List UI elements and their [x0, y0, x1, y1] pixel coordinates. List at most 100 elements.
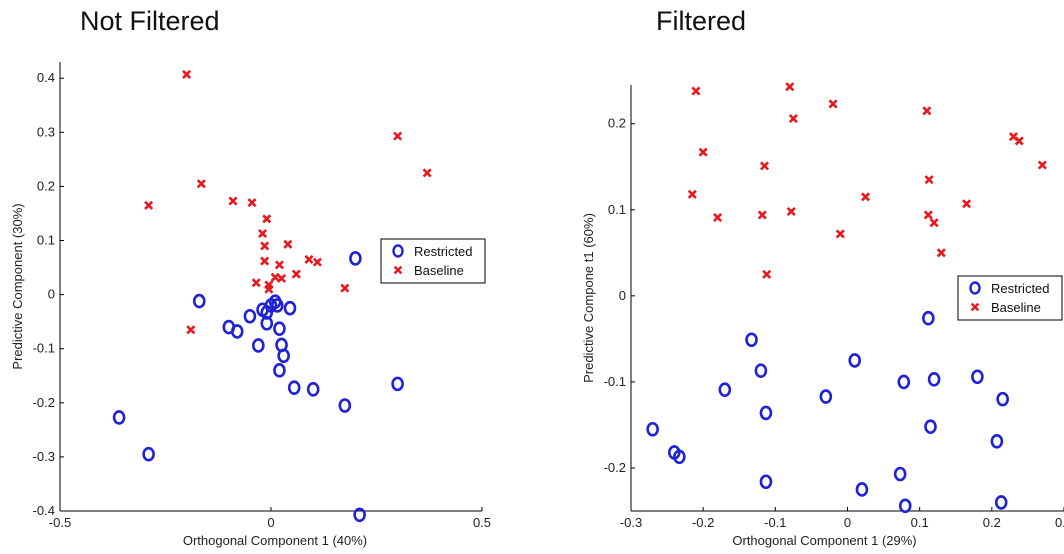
- x-tick-label: 0.3: [1055, 515, 1064, 530]
- baseline-point: [835, 229, 845, 239]
- y-tick-label: -0.4: [33, 503, 55, 518]
- baseline-point: [929, 218, 939, 228]
- restricted-point: [273, 363, 286, 378]
- y-tick-label: 0.2: [37, 178, 55, 193]
- restricted-point: [994, 495, 1008, 510]
- baseline-point: [422, 168, 432, 178]
- baseline-point: [260, 256, 270, 266]
- x-tick-label: 0.2: [983, 515, 1001, 530]
- left-chart-title: Not Filtered: [80, 6, 220, 36]
- baseline-point: [144, 200, 154, 210]
- baseline-point: [861, 192, 871, 202]
- restricted-point: [922, 310, 935, 326]
- baseline-point: [1014, 136, 1024, 146]
- y-tick-label: -0.2: [33, 395, 55, 410]
- y-tick-label: 0.1: [37, 233, 55, 248]
- x-tick-label: 0: [267, 515, 274, 530]
- baseline-point: [277, 273, 287, 283]
- y-tick-label: 0: [48, 287, 55, 302]
- baseline-point: [228, 196, 238, 206]
- baseline-point: [698, 147, 708, 157]
- x-tick-label: 0.5: [473, 515, 491, 530]
- baseline-point: [713, 213, 723, 223]
- restricted-point: [287, 380, 301, 395]
- restricted-point: [277, 348, 290, 364]
- baseline-point: [687, 189, 697, 199]
- legend: Restricted Baseline: [957, 275, 1063, 321]
- baseline-point: [762, 269, 772, 279]
- legend-marker-baseline: [393, 265, 403, 275]
- baseline-point: [258, 228, 268, 239]
- y-tick-label: -0.1: [604, 374, 626, 389]
- restricted-point: [745, 332, 758, 348]
- legend-label-baseline: Baseline: [414, 263, 464, 278]
- right-chart: -0.3 -0.2 -0.1 0 0.1 0.2 0.3 -0.2 -0.1 0 0.1 0.2 Ort…: [581, 82, 1064, 548]
- restricted-point: [391, 376, 404, 392]
- baseline-point: [270, 272, 280, 282]
- restricted-point: [924, 419, 937, 434]
- restricted-point: [996, 391, 1009, 407]
- restricted-point: [759, 474, 773, 490]
- baseline-point: [1037, 160, 1047, 170]
- restricted-point: [927, 372, 941, 387]
- restricted-point: [754, 363, 768, 379]
- baseline-point: [340, 283, 350, 293]
- restricted-point: [759, 405, 773, 421]
- y-tick-label: 0.3: [37, 124, 55, 139]
- y-tick-label: 0.2: [608, 116, 626, 131]
- y-tick-label: -0.2: [604, 460, 626, 475]
- baseline-point: [759, 161, 770, 171]
- restricted-point: [855, 482, 869, 497]
- restricted-point: [142, 446, 155, 462]
- legend-marker-baseline: [970, 302, 980, 312]
- restricted-point: [338, 398, 352, 413]
- x-tick-label: -0.3: [620, 515, 642, 530]
- y-axis-label: Predictive Compone t1 (60%): [581, 213, 596, 383]
- restricted-point: [252, 338, 265, 353]
- baseline-point: [186, 325, 196, 335]
- baseline-point: [962, 199, 972, 209]
- restricted-point: [349, 251, 362, 266]
- restricted-point: [260, 315, 274, 331]
- legend-label-restricted: Restricted: [414, 244, 473, 259]
- y-tick-label: 0.4: [37, 70, 55, 85]
- restricted-point: [283, 300, 297, 316]
- restricted-point: [353, 507, 366, 523]
- restricted-point: [230, 324, 244, 339]
- left-chart: -0.5 0 0.5 -0.4 -0.3 -0.2 -0.1 0 0.1 0.2 0.3 0.4 Ort…: [10, 62, 491, 548]
- legend-marker-restricted: [392, 244, 404, 258]
- restricted-point: [718, 382, 732, 397]
- x-axis-label: Orthogonal Component 1 (40%): [183, 533, 367, 548]
- x-tick-label: -0.5: [49, 515, 71, 530]
- x-tick-label: 0.1: [911, 515, 929, 530]
- baseline-point: [304, 254, 314, 264]
- restricted-point: [112, 410, 126, 425]
- x-tick-label: 0: [844, 515, 851, 530]
- baseline-point: [262, 214, 272, 224]
- x-tick-label: -0.1: [764, 515, 786, 530]
- baseline-point: [247, 198, 257, 208]
- restricted-point: [819, 389, 833, 404]
- restricted-point: [646, 421, 659, 437]
- baseline-point: [393, 131, 403, 141]
- baseline-point: [312, 257, 322, 267]
- legend-label-restricted: Restricted: [991, 281, 1050, 296]
- restricted-point: [306, 381, 320, 397]
- restricted-point: [673, 449, 686, 465]
- baseline-point: [788, 114, 798, 124]
- baseline-point: [251, 278, 261, 288]
- baseline-point: [922, 106, 932, 116]
- legend-label-baseline: Baseline: [991, 300, 1041, 315]
- baseline-point: [828, 99, 838, 109]
- y-tick-label: -0.3: [33, 449, 55, 464]
- baseline-point: [924, 175, 934, 185]
- restricted-point: [271, 298, 284, 313]
- baseline-point: [291, 269, 301, 279]
- baseline-point: [923, 210, 933, 220]
- x-axis-label: Orthogonal Component 1 (29%): [732, 533, 916, 548]
- baseline-point: [182, 69, 192, 79]
- baseline-point: [196, 179, 206, 189]
- restricted-point: [273, 321, 286, 336]
- restricted-point: [898, 498, 912, 514]
